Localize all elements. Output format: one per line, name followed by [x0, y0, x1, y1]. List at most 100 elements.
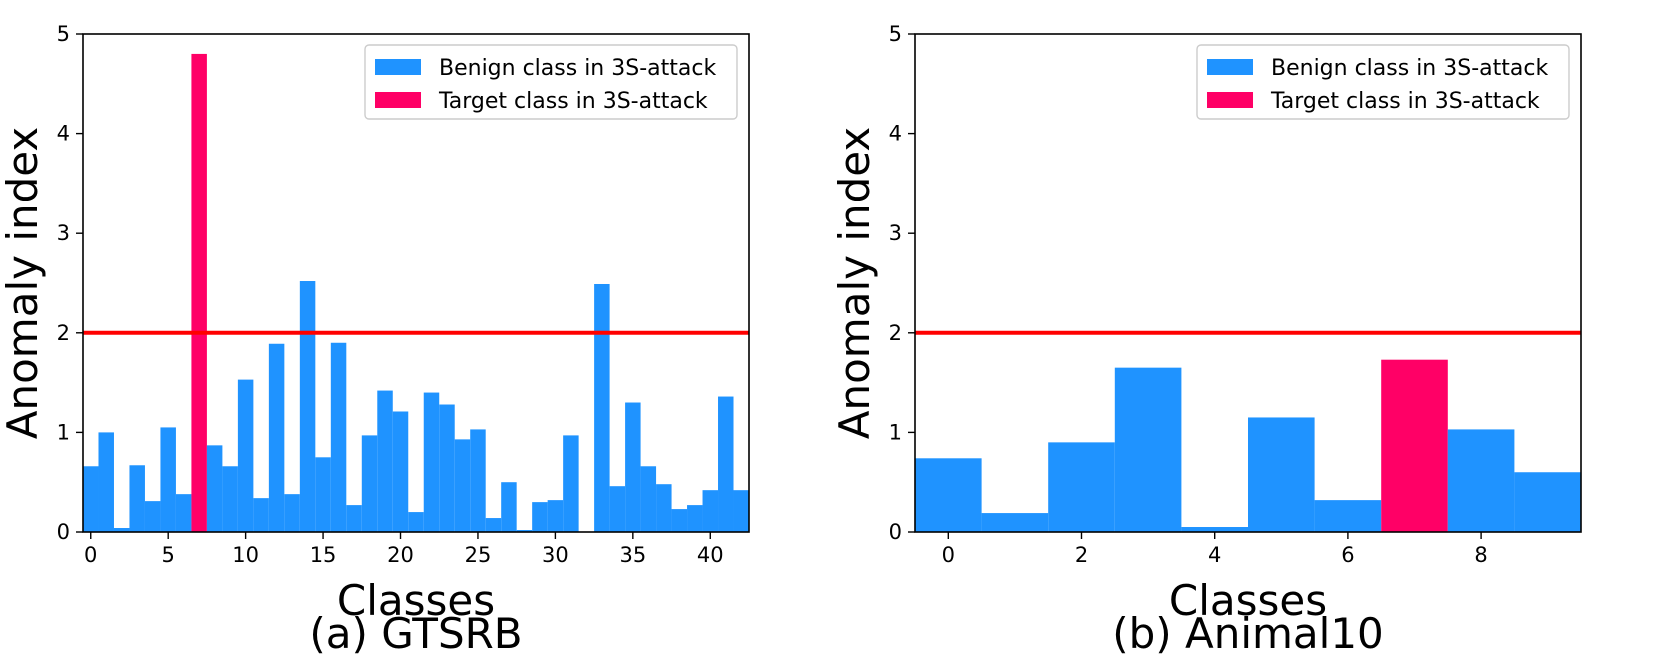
legend-box	[1196, 44, 1570, 120]
bar	[237, 379, 254, 532]
y-tick-label: 1	[57, 420, 70, 444]
y-tick-label: 0	[57, 520, 70, 544]
bar	[1381, 359, 1448, 532]
axes-frame	[914, 33, 1582, 533]
bar	[129, 465, 145, 532]
y-axis-label: Anomaly index	[0, 127, 47, 439]
y-tick-label: 3	[889, 221, 902, 245]
x-axis-label: Classes	[337, 576, 495, 625]
legend: Benign class in 3S-attack Target class in…	[364, 44, 738, 120]
bar	[299, 281, 316, 532]
bar	[361, 435, 378, 532]
bar	[83, 466, 99, 532]
bar	[563, 435, 579, 532]
bar	[733, 490, 749, 532]
bar	[315, 457, 331, 532]
bar	[501, 482, 517, 532]
bar	[981, 513, 1049, 532]
chart-panel-0: 0 5 10 15 20 25 30 35 40 0 1 2 3 4 5 Classes Anomaly ind…	[0, 22, 750, 658]
legend-label: Benign class in 3S-attack	[1271, 56, 1548, 81]
chart-caption: (a) GTSRB	[309, 609, 522, 658]
bar	[470, 429, 486, 532]
x-tick-label: 15	[310, 543, 337, 567]
bar	[346, 505, 362, 532]
x-tick-label: 40	[697, 543, 724, 567]
bar	[454, 439, 471, 532]
bar	[330, 342, 347, 532]
legend-label: Benign class in 3S-attack	[439, 56, 716, 81]
x-tick-label: 35	[619, 543, 646, 567]
y-tick-label: 3	[57, 221, 70, 245]
x-tick-label: 0	[84, 543, 97, 567]
bar	[671, 509, 688, 532]
bar	[640, 466, 657, 532]
bar	[268, 343, 285, 532]
y-tick-label: 2	[889, 321, 902, 345]
bar	[1248, 417, 1315, 532]
x-tick-label: 0	[942, 543, 955, 567]
chart-panel-1: 0 2 4 6 8 0 1 2 3 4 5 Classes Anomaly index (b) Anima…	[830, 22, 1582, 658]
bar	[408, 512, 424, 532]
bar	[222, 466, 238, 532]
chart-caption: (b) Animal10	[1112, 609, 1384, 658]
y-tick-label: 0	[889, 520, 902, 544]
bar	[191, 53, 207, 533]
bar	[656, 484, 672, 532]
y-tick-label: 4	[57, 122, 70, 146]
bar	[98, 432, 114, 532]
bar	[532, 502, 548, 532]
bar	[1314, 500, 1382, 532]
bar	[439, 404, 455, 532]
bar	[206, 445, 223, 532]
x-tick-label: 5	[161, 543, 174, 567]
bar	[702, 490, 719, 532]
y-tick-label: 1	[889, 420, 902, 444]
bar	[485, 518, 502, 532]
x-tick-label: 6	[1341, 543, 1354, 567]
y-tick-label: 5	[57, 22, 70, 46]
x-tick-label: 20	[387, 543, 414, 567]
bar	[253, 498, 269, 532]
bar	[625, 402, 641, 532]
bar	[284, 494, 300, 532]
legend-swatch	[1207, 92, 1253, 108]
bar	[1447, 429, 1515, 532]
bar	[1514, 472, 1581, 532]
bar	[377, 390, 393, 532]
legend: Benign class in 3S-attack Target class in…	[1196, 44, 1570, 120]
legend-swatch	[1207, 59, 1253, 75]
legend-swatch	[375, 59, 421, 75]
y-tick-label: 2	[57, 321, 70, 345]
bar	[609, 486, 626, 532]
x-tick-label: 2	[1075, 543, 1088, 567]
y-tick-label: 4	[889, 122, 902, 146]
x-axis-label: Classes	[1169, 576, 1327, 625]
bar	[1181, 527, 1248, 532]
axes-frame	[82, 33, 750, 533]
bar	[1048, 442, 1115, 532]
legend-label: Target class in 3S-attack	[1270, 89, 1540, 114]
bar	[113, 528, 130, 532]
bar	[423, 392, 440, 532]
x-tick-label: 10	[232, 543, 259, 567]
bar	[392, 411, 409, 532]
x-tick-label: 25	[465, 543, 492, 567]
bar	[594, 283, 610, 532]
y-axis-label: Anomaly index	[830, 127, 879, 439]
bar	[547, 500, 564, 532]
x-tick-label: 8	[1474, 543, 1487, 567]
x-tick-label: 30	[542, 543, 569, 567]
y-tick-label: 5	[889, 22, 902, 46]
legend-swatch	[375, 92, 421, 108]
bar	[718, 396, 734, 532]
bar	[160, 427, 176, 532]
legend-box	[364, 44, 738, 120]
x-tick-label: 4	[1208, 543, 1221, 567]
bar	[175, 494, 192, 532]
bar	[915, 458, 982, 532]
bar	[516, 530, 533, 532]
bar	[144, 501, 161, 532]
bar	[687, 505, 703, 532]
legend-label: Target class in 3S-attack	[438, 89, 708, 114]
